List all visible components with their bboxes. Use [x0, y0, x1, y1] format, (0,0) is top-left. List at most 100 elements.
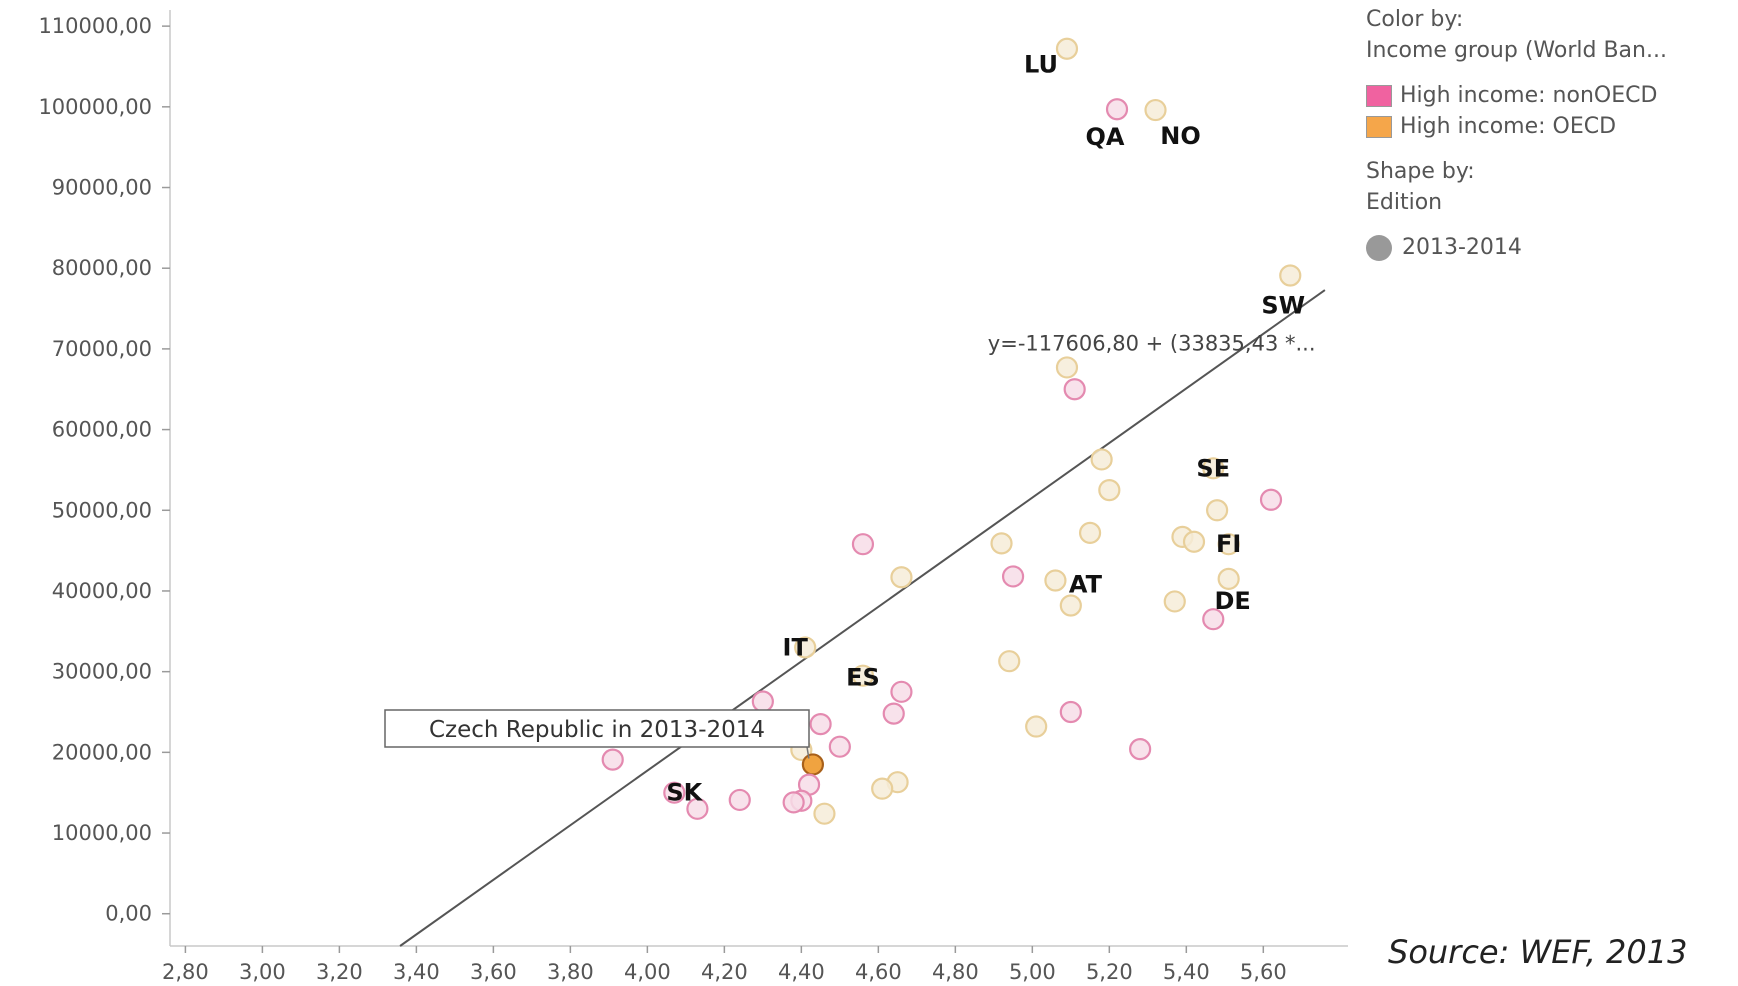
- legend-item-oecd[interactable]: High income: OECD: [1366, 111, 1736, 142]
- data-point: [1025, 715, 1048, 738]
- country-label: SK: [666, 779, 703, 807]
- country-label: ES: [846, 664, 880, 692]
- data-points: [601, 37, 1302, 825]
- country-label: FI: [1216, 530, 1241, 558]
- x-tick-label: 4,40: [778, 960, 825, 984]
- data-point: [1206, 499, 1229, 522]
- callout-leader: [806, 746, 810, 759]
- x-tick-label: 3,40: [393, 960, 440, 984]
- x-tick-label: 4,20: [701, 960, 748, 984]
- y-axis: 0,00 10000,00 20000,00 30000,00 40000,00 5000…: [38, 10, 171, 946]
- circle-icon: [1366, 234, 1392, 261]
- data-point: [1044, 569, 1067, 592]
- x-tick-label: 5,40: [1163, 960, 1210, 984]
- country-label: DE: [1214, 587, 1250, 615]
- data-point: [1163, 590, 1186, 613]
- data-point: [728, 788, 751, 812]
- data-point: [1217, 567, 1240, 590]
- x-tick-label: 5,60: [1240, 960, 1287, 984]
- data-point: [882, 702, 905, 725]
- data-point: [1259, 488, 1283, 511]
- data-point: [809, 713, 832, 736]
- data-point: [851, 664, 875, 687]
- y-tick-label: 20000,00: [52, 740, 152, 764]
- data-point: [1055, 37, 1079, 60]
- x-tick-label: 3,60: [470, 960, 517, 984]
- x-tick-label: 3,20: [316, 960, 363, 984]
- y-tick-label: 10000,00: [52, 821, 152, 845]
- legend-item-oecd-label: High income: OECD: [1400, 114, 1617, 139]
- y-tick-label: 110000,00: [38, 14, 152, 38]
- data-point: [663, 781, 686, 804]
- data-point: [890, 680, 913, 703]
- trend-equation: y=-117606,80 + (33835,43 *...: [988, 332, 1316, 356]
- oecd-swatch: [1366, 115, 1392, 138]
- data-point: [1059, 700, 1082, 724]
- data-point: [1182, 530, 1206, 553]
- country-label: AT: [1069, 570, 1103, 598]
- legend-color-by-field: Income group (World Ban...: [1366, 38, 1667, 63]
- callout-text: Czech Republic in 2013-2014: [429, 717, 765, 743]
- data-point: [998, 650, 1021, 673]
- data-point: [1202, 608, 1225, 631]
- data-point: [871, 777, 894, 800]
- data-point: [1059, 594, 1082, 617]
- data-point: [851, 533, 875, 556]
- y-tick-label: 50000,00: [52, 498, 152, 522]
- x-axis: 2,80 3,00 3,20 3,40 3,60 3,80 4,00 4,20 4,40 4,60…: [162, 945, 1348, 984]
- x-tick-label: 4,60: [855, 960, 902, 984]
- country-labels: LU QA NO SW SE FI AT DE IT ES SK: [666, 51, 1305, 807]
- x-tick-label: 4,00: [624, 960, 671, 984]
- x-tick-label: 5,20: [1086, 960, 1133, 984]
- y-tick-label: 70000,00: [52, 337, 152, 361]
- y-tick-label: 60000,00: [52, 418, 152, 442]
- data-point: [1063, 378, 1086, 401]
- data-point: [1217, 533, 1240, 556]
- data-point: [1090, 448, 1113, 471]
- x-tick-label: 5,00: [1009, 960, 1056, 984]
- callout-group: Czech Republic in 2013-2014: [384, 709, 810, 759]
- data-point: [686, 797, 709, 820]
- y-tick-label: 100000,00: [38, 95, 152, 119]
- highlighted-point: [801, 753, 824, 776]
- data-point: [813, 802, 836, 825]
- data-point: [828, 735, 851, 758]
- legend-color-by-title: Color by:: [1366, 7, 1464, 32]
- country-label: SW: [1261, 291, 1305, 319]
- data-point: [1098, 479, 1121, 502]
- y-tick-label: 30000,00: [52, 660, 152, 684]
- data-point: [1202, 457, 1225, 480]
- source-note: Source: WEF, 2013: [1388, 933, 1688, 971]
- country-label: NO: [1160, 122, 1201, 150]
- y-tick-label: 40000,00: [52, 579, 152, 603]
- nonoecd-swatch: [1366, 84, 1392, 107]
- data-point: [782, 791, 805, 814]
- data-point: [1001, 565, 1025, 588]
- country-label: QA: [1086, 123, 1125, 151]
- x-tick-label: 3,00: [239, 960, 286, 984]
- legend-shape-by-field: Edition: [1366, 190, 1443, 215]
- data-point: [890, 566, 913, 589]
- legend: Color by: Income group (World Ban... Hig…: [1366, 4, 1736, 263]
- y-tick-label: 0,00: [105, 902, 152, 926]
- legend-item-nonoecd-label: High income: nonOECD: [1400, 83, 1658, 108]
- data-point: [751, 690, 774, 713]
- data-point: [1078, 521, 1102, 544]
- x-tick-label: 2,80: [162, 960, 209, 984]
- legend-shape-item[interactable]: 2013-2014: [1366, 232, 1736, 263]
- legend-shape-item-label: 2013-2014: [1402, 235, 1522, 260]
- trend-line: [399, 289, 1326, 947]
- country-label: IT: [783, 633, 809, 661]
- y-tick-label: 90000,00: [52, 176, 152, 200]
- country-label: SE: [1196, 454, 1230, 482]
- data-point: [1055, 356, 1079, 379]
- data-point: [1279, 264, 1302, 287]
- data-point: [1105, 98, 1129, 121]
- data-point: [1129, 738, 1152, 761]
- legend-item-nonoecd[interactable]: High income: nonOECD: [1366, 80, 1736, 111]
- legend-shape-by-title: Shape by:: [1366, 159, 1475, 184]
- data-point: [990, 532, 1013, 555]
- data-point: [1144, 98, 1167, 122]
- callout-box: [384, 709, 810, 748]
